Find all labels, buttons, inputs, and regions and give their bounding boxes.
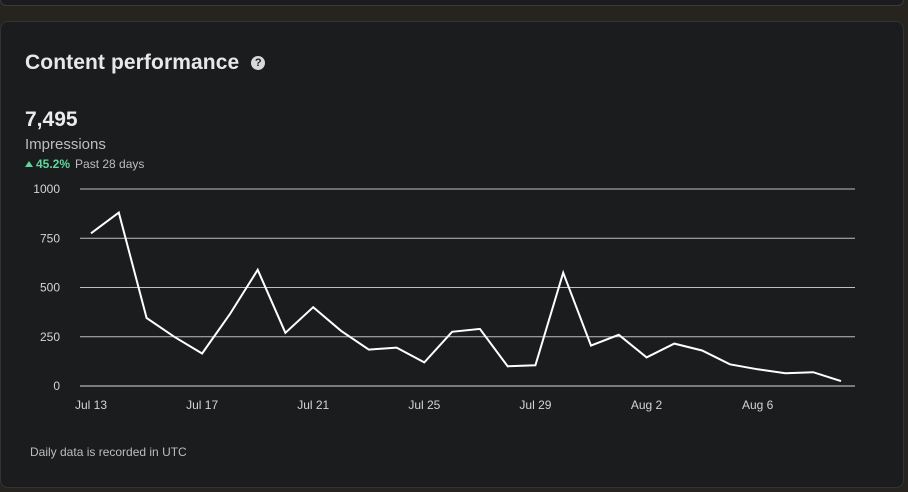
x-tick-label: Jul 25 [408,398,440,412]
card-header: Content performance ? [25,51,266,75]
data-point[interactable] [724,358,736,370]
data-point[interactable] [641,351,653,363]
utc-footnote: Daily data is recorded in UTC [30,445,187,459]
x-axis-ticks: Jul 13 Jul 17 Jul 21 Jul 25 Jul 29 Aug 2 Aug 6 [75,398,774,412]
x-tick-label: Aug 6 [742,398,774,412]
impressions-series-line [90,210,842,383]
data-point[interactable] [279,327,291,339]
y-tick-label: 500 [40,281,60,295]
data-point[interactable] [196,347,208,359]
chart-gridlines [80,188,855,387]
y-tick-label: 250 [40,330,60,344]
data-point[interactable] [85,227,97,239]
data-point[interactable] [613,329,625,341]
y-tick-label: 0 [53,379,60,393]
impressions-change: 45.2% Past 28 days [25,157,144,171]
change-percent: 45.2% [36,157,71,171]
y-tick-label: 1000 [33,182,60,196]
change-period: Past 28 days [75,157,145,171]
data-point[interactable] [557,267,569,279]
data-point[interactable] [113,207,125,219]
impressions-label: Impressions [25,136,106,153]
data-point[interactable] [141,312,153,324]
data-point[interactable] [168,331,180,343]
y-axis-ticks: 1000 750 500 250 0 [33,182,60,393]
chart-series [85,207,847,387]
trend-up-icon [25,161,33,167]
data-point[interactable] [696,345,708,357]
data-point[interactable] [779,367,791,379]
data-point[interactable] [835,375,847,387]
content-performance-card [0,21,904,488]
data-point[interactable] [224,308,236,320]
data-point[interactable] [752,363,764,375]
data-point[interactable] [668,338,680,350]
x-tick-label: Jul 17 [186,398,218,412]
data-point[interactable] [585,340,597,352]
data-point[interactable] [807,366,819,378]
data-point[interactable] [307,301,319,313]
x-tick-label: Aug 2 [631,398,663,412]
data-point[interactable] [446,326,458,338]
data-point[interactable] [363,344,375,356]
x-tick-label: Jul 29 [519,398,551,412]
data-point[interactable] [529,359,541,371]
data-point[interactable] [252,264,264,276]
data-point[interactable] [418,356,430,368]
y-tick-label: 750 [40,231,60,245]
data-point[interactable] [391,342,403,354]
x-tick-label: Jul 13 [75,398,107,412]
data-point[interactable] [502,360,514,372]
help-icon[interactable]: ? [251,56,266,70]
impressions-value: 7,495 [25,108,78,131]
card-title: Content performance [25,51,240,74]
data-point[interactable] [474,323,486,335]
x-tick-label: Jul 21 [297,398,329,412]
data-point[interactable] [335,325,347,337]
